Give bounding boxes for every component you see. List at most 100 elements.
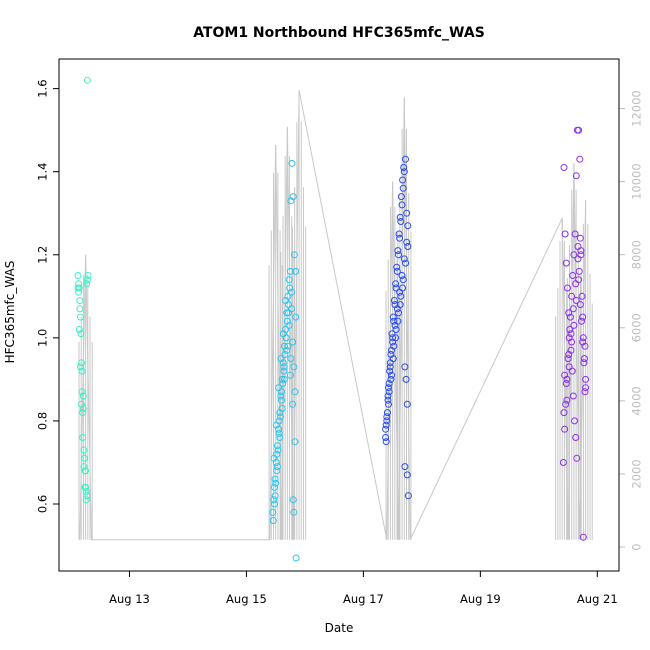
data-point [383,409,391,417]
data-point [382,438,390,446]
data-point [84,272,92,279]
data-point [78,359,85,367]
data-point [382,425,390,433]
y-tick-label: 0.8 [36,412,50,430]
data-point [275,417,283,425]
data-point [571,417,578,425]
data-point [572,172,580,180]
data-point [383,413,391,421]
data-point [289,496,297,504]
data-point [280,375,288,383]
right-y-tick-label: 0 [630,543,644,550]
data-point [400,255,408,263]
data-point [286,267,294,275]
data-point [391,301,399,309]
data-point [564,284,571,292]
data-point [276,434,284,441]
data-point [561,425,569,433]
data-point [568,292,576,300]
data-point [388,330,396,338]
data-point [76,313,84,321]
data-point [279,380,287,387]
data-point [562,259,570,267]
data-point [568,338,576,346]
data-point [575,126,583,134]
x-tick-label: Aug 15 [226,592,267,606]
data-point [79,405,87,412]
data-point [74,284,82,292]
data-point [384,392,392,400]
data-point [570,321,578,329]
y-tick-label: 0.6 [36,495,50,513]
data-point [562,400,570,408]
data-point [564,355,572,363]
data-point [75,280,83,288]
data-point [581,342,589,350]
data-point [579,533,587,541]
data-point [292,267,300,275]
data-point [287,197,295,205]
data-point [400,168,408,176]
data-point [271,492,279,500]
data-point [562,380,570,387]
data-point [82,467,90,475]
data-point [567,346,575,354]
data-point [395,309,402,317]
right-y-tick-label: 4000 [630,386,644,415]
y-tick-label: 1.0 [36,329,50,347]
data-point [276,409,284,417]
data-point [395,230,403,238]
data-point [404,222,412,230]
data-point [81,454,88,462]
data-point [79,434,87,441]
data-point [285,301,292,309]
data-point [385,380,393,387]
data-point [386,367,394,375]
data-point [566,326,574,333]
data-point [290,508,298,516]
data-point [383,417,391,425]
data-point [277,392,285,400]
y-tick-label: 1.2 [36,246,50,264]
data-point [83,276,91,284]
data-point [572,434,580,441]
data-point [83,280,91,288]
x-axis-label: Date [325,621,354,635]
data-point [582,375,590,383]
data-point [79,392,87,400]
data-point [83,492,91,500]
y-tick-label: 1.4 [36,163,50,181]
data-point [581,388,589,396]
data-point [82,488,90,495]
data-point [563,396,571,404]
data-point [404,492,412,500]
data-point [273,442,281,450]
data-point [273,463,281,471]
data-point [387,351,395,358]
x-tick-label: Aug 13 [109,592,150,606]
data-point [574,255,582,263]
data-point [278,405,286,412]
data-point [392,326,400,333]
data-point [400,164,408,171]
data-point [288,159,296,167]
data-point [269,517,277,525]
data-point [384,396,392,404]
data-point [571,230,579,238]
data-point [575,276,583,284]
data-point [561,230,569,238]
data-point [390,317,398,325]
data-point [396,301,404,309]
data-point [269,508,277,516]
data-point [271,500,278,508]
data-point [396,234,404,242]
data-point [291,438,299,446]
data-point [398,201,406,209]
data-point [561,371,569,379]
data-point [290,363,298,371]
data-point [565,309,573,317]
right-y-tick-label: 8000 [630,240,644,269]
data-point [560,409,568,417]
data-point [579,334,587,342]
altitude-layer [78,90,593,541]
